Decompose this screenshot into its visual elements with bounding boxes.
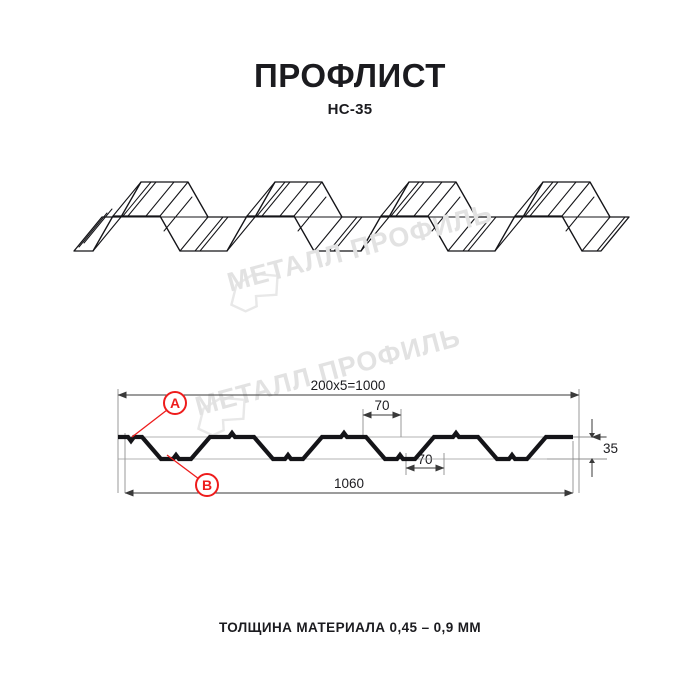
- product-code: НС-35: [327, 101, 373, 118]
- dimension-crest-width-label: 70: [374, 398, 389, 413]
- dimension-overall-width: 1060: [124, 476, 574, 497]
- dimension-profile-height-label: 35: [603, 441, 618, 456]
- cross-section-view: 200x5=1000 70 70 35: [95, 375, 618, 510]
- dimension-useful-width: 200x5=1000: [117, 378, 580, 399]
- material-thickness-note: ТОЛЩИНА МАТЕРИАЛА 0,45 – 0,9 ММ: [218, 620, 482, 635]
- isometric-profile-body: [73, 181, 630, 252]
- callout-a: A: [131, 391, 187, 438]
- level-reference-lines: [118, 436, 573, 460]
- dimension-useful-width-label: 200x5=1000: [311, 378, 386, 393]
- isometric-view: [60, 175, 640, 325]
- dimension-valley-width: 70: [405, 452, 445, 472]
- callout-a-label: A: [170, 395, 180, 411]
- dimension-crest-width: 70: [362, 398, 402, 419]
- dimension-profile-height: 35: [589, 419, 618, 477]
- callout-b: B: [166, 454, 219, 497]
- dimension-overall-width-label: 1060: [334, 476, 364, 491]
- page-title: ПРОФЛИСТ: [254, 57, 446, 94]
- profile-outline: [118, 429, 573, 462]
- callout-b-label: B: [202, 477, 212, 493]
- dimension-valley-width-label: 70: [417, 452, 432, 467]
